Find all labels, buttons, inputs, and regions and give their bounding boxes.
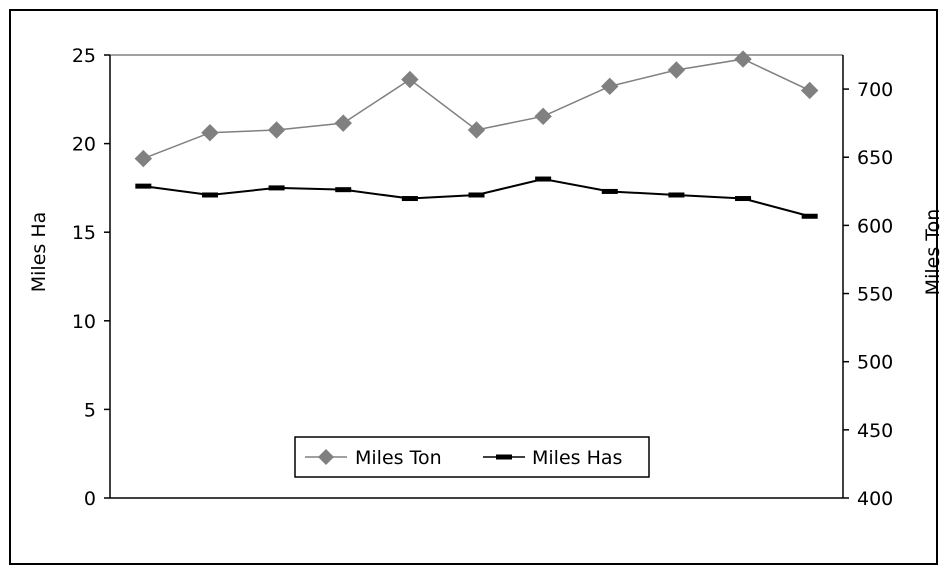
- data-point-dash: [201, 192, 218, 198]
- right-tick-label: 500: [857, 352, 893, 374]
- left-axis-title: Miles Ha: [28, 212, 50, 293]
- right-tick-label: 450: [857, 420, 893, 442]
- data-point-diamond: [667, 61, 686, 79]
- left-tick-label: 20: [72, 134, 96, 156]
- right-tick-label: 400: [857, 488, 893, 510]
- left-tick-label: 15: [72, 222, 96, 244]
- data-point-diamond: [267, 121, 286, 139]
- left-tick-label: 10: [72, 311, 96, 333]
- right-axis-title: Miles Ton: [922, 209, 944, 296]
- data-point-dash: [468, 192, 485, 198]
- data-point-diamond: [334, 114, 352, 132]
- data-point-diamond: [734, 50, 752, 68]
- legend-marker-dash: [496, 454, 512, 460]
- right-tick-label: 700: [857, 79, 893, 101]
- legend-label-1: Miles Ton: [355, 447, 442, 469]
- data-point-dash: [135, 183, 152, 189]
- data-point-diamond: [534, 107, 552, 126]
- data-point-diamond: [800, 81, 819, 100]
- data-point-dash: [735, 196, 752, 202]
- right-tick-label: 550: [857, 284, 893, 306]
- data-point-dash: [535, 176, 552, 182]
- legend-box: [294, 436, 650, 478]
- data-point-diamond: [601, 77, 619, 96]
- legend: Miles Ton Miles Has: [294, 436, 650, 478]
- right-tick-label: 600: [857, 215, 893, 237]
- data-point-diamond: [201, 123, 219, 142]
- data-point-dash: [601, 188, 618, 194]
- data-point-dash: [268, 185, 285, 191]
- left-tick-label: 0: [84, 488, 96, 510]
- left-tick-label: 25: [72, 45, 96, 67]
- left-tick-label: 5: [84, 399, 96, 421]
- data-point-dash: [668, 192, 685, 198]
- data-point-diamond: [467, 121, 486, 139]
- data-point-dash: [401, 196, 418, 202]
- data-point-diamond: [401, 70, 419, 89]
- data-point-diamond: [134, 149, 153, 168]
- legend-marker-diamond: [318, 449, 334, 465]
- data-point-dash: [801, 213, 818, 219]
- legend-label-2: Miles Has: [532, 447, 622, 469]
- data-point-dash: [335, 187, 352, 193]
- right-tick-label: 650: [857, 147, 893, 169]
